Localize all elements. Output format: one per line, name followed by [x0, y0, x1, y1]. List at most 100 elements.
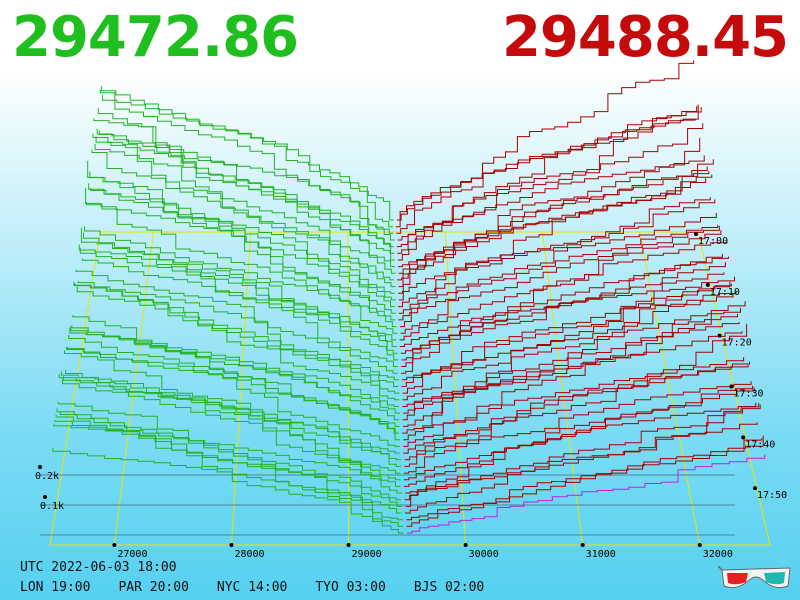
grid-line	[230, 231, 252, 546]
ask-depth-line	[398, 155, 705, 268]
bid-depth-line	[75, 269, 399, 387]
utc-timestamp: UTC 2022-06-03 18:00	[20, 560, 177, 575]
time-tick-label: 17:10	[710, 287, 740, 298]
ask-depth-line	[403, 385, 754, 481]
bid-depth-line	[90, 187, 395, 294]
bid-depth-line	[87, 160, 396, 314]
ask-depth-line	[395, 118, 696, 228]
ask-depth-line	[401, 256, 729, 374]
time-tick-label: 17:50	[757, 490, 787, 501]
ask-depth-line	[406, 438, 763, 521]
bid-depth-line	[98, 130, 395, 241]
depth-lines	[52, 60, 766, 534]
time-tick	[694, 232, 698, 236]
ask-depth-line	[404, 361, 751, 467]
price-tick-label: 31000	[586, 549, 616, 560]
ask-depth-line	[402, 291, 737, 407]
ask-depth-line	[396, 106, 698, 234]
bid-depth-line	[57, 402, 402, 501]
ask-depth-line	[397, 123, 704, 261]
price-axis: 27000 28000 29000 30000 31000 32000	[112, 543, 733, 560]
bid-price: 29472.86	[12, 5, 299, 70]
bid-depth-line	[65, 370, 400, 454]
ask-depth-line	[405, 402, 757, 494]
bid-depth-line	[77, 280, 398, 374]
ask-depth-line	[404, 422, 758, 501]
ask-depth-line	[397, 104, 699, 241]
bid-depth-line	[94, 144, 395, 268]
price-tick	[463, 543, 468, 547]
time-tick	[741, 435, 746, 440]
time-tick-label: 17:40	[745, 439, 775, 450]
ask-depth-line	[401, 283, 732, 387]
grid-line	[639, 231, 701, 546]
ask-depth-line	[398, 159, 714, 308]
bid-depth-line	[74, 283, 400, 394]
bid-depth-line	[66, 347, 400, 447]
ask-price: 29488.45	[501, 5, 789, 70]
price-tick	[346, 543, 351, 547]
ask-depth-line	[399, 230, 722, 341]
ask-depth-line	[407, 454, 766, 534]
ask-depth-line	[396, 137, 701, 248]
time-axis: 17:00 17:10 17:20 17:30 17:40 17:50	[694, 232, 787, 501]
ask-depth-line	[405, 404, 761, 514]
bid-depth-line	[54, 420, 403, 521]
bid-depth-line	[88, 183, 395, 308]
ask-depth-line	[398, 197, 711, 294]
bid-depth-line	[92, 133, 395, 281]
time-tick	[717, 333, 722, 338]
depth-axis: 0.1k 0.2k	[35, 465, 735, 536]
bid-depth-line	[100, 86, 393, 228]
time-tick	[729, 384, 734, 389]
time-tick	[753, 486, 758, 491]
bid-depth-line	[85, 187, 397, 328]
ask-depth-line	[399, 253, 723, 347]
depth-tick-label: 0.2k	[35, 471, 59, 482]
time-tick-label: 17:30	[733, 388, 763, 399]
ask-depth-line	[402, 321, 740, 421]
bid-depth-line	[84, 226, 398, 334]
ask-depth-line	[403, 307, 741, 427]
price-tick	[580, 543, 585, 547]
bid-depth-line	[78, 244, 398, 367]
ask-depth-line	[398, 213, 717, 321]
ask-depth-line	[397, 107, 702, 254]
ask-depth-line	[402, 331, 743, 434]
price-tick-label: 30000	[469, 549, 499, 560]
3d-glasses-icon[interactable]	[718, 562, 794, 594]
ask-depth-line	[398, 171, 710, 288]
bid-depth-line	[86, 202, 396, 321]
bid-depth-line	[73, 281, 400, 401]
ask-depth-line	[404, 364, 749, 461]
bid-depth-line	[71, 325, 400, 414]
price-tick-label: 32000	[703, 549, 733, 560]
time-tick-label: 17:00	[698, 236, 728, 247]
bid-depth-line	[52, 447, 404, 534]
bid-depth-line	[79, 247, 399, 361]
clock-par: PAR 20:00	[118, 580, 189, 595]
ask-depth-line	[403, 381, 752, 474]
ask-depth-line	[403, 387, 755, 487]
ask-depth-line	[403, 301, 746, 447]
clock-lon: LON 19:00	[20, 580, 91, 595]
bid-depth-line	[83, 232, 397, 341]
bid-depth-line	[101, 95, 394, 221]
bid-depth-line	[91, 149, 396, 288]
ask-depth-line	[399, 224, 719, 328]
ask-depth-line	[396, 60, 695, 221]
bid-depth-line	[96, 128, 395, 254]
bid-depth-line	[89, 171, 396, 301]
price-tick	[112, 543, 117, 547]
time-tick-label: 17:20	[722, 338, 752, 349]
grid-line	[541, 231, 584, 546]
bid-depth-line	[80, 227, 398, 354]
world-clocks: LON 19:00 PAR 20:00 NYC 14:00 TYO 03:00 …	[20, 580, 484, 595]
ask-depth-line	[406, 435, 764, 527]
bid-depth-line	[59, 412, 401, 487]
bid-depth-line	[72, 315, 399, 407]
price-tick	[697, 543, 702, 547]
depth-tick	[38, 465, 42, 469]
ask-depth-line	[403, 357, 745, 441]
